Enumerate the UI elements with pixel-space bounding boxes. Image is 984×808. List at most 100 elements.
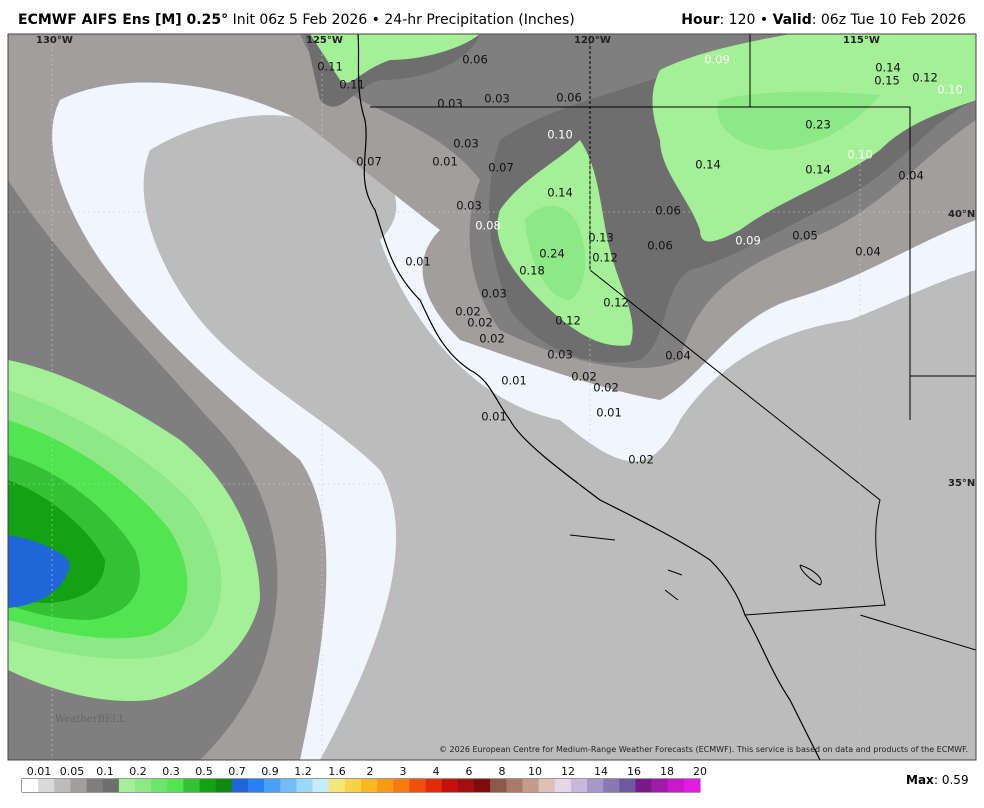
colorbar-label: 0.01 — [27, 765, 52, 778]
precip-label: 0.03 — [481, 287, 507, 301]
coastline — [357, 34, 821, 760]
colorbar-cell — [538, 779, 556, 792]
precip-label: 0.01 — [432, 155, 458, 169]
colorbar-label: 8 — [499, 765, 506, 778]
precip-label: 0.10 — [847, 148, 873, 162]
state-borders — [370, 34, 976, 651]
precip-label: 0.14 — [695, 158, 721, 172]
colorbar-label: 12 — [561, 765, 575, 778]
hour: : 120 • — [719, 12, 769, 28]
precip-label: 0.02 — [593, 381, 619, 395]
logo: WeatherBELL — [55, 714, 126, 725]
precip-label: 0.04 — [855, 245, 881, 259]
precip-label: 0.12 — [912, 71, 938, 85]
colorbar-cell — [296, 779, 313, 792]
colorbar-label: 10 — [528, 765, 542, 778]
header: ECMWF AIFS Ens [M] 0.25° Init 06z 5 Feb … — [0, 0, 984, 34]
precip-label: 0.02 — [467, 316, 493, 330]
precip-label: 0.03 — [547, 348, 573, 362]
copyright: © 2026 European Centre for Medium-Range … — [439, 745, 968, 754]
colorbar-cell — [215, 779, 233, 792]
colorbar-cell — [344, 779, 362, 792]
colorbar-cell — [38, 779, 55, 792]
colorbar-label: 18 — [660, 765, 674, 778]
precip-label: 0.07 — [488, 161, 514, 175]
precip-label: 0.02 — [571, 370, 597, 384]
precip-label: 0.04 — [898, 169, 924, 183]
colorbar-cell — [167, 779, 184, 792]
precip-label: 0.09 — [735, 234, 761, 248]
precip-label: 0.14 — [875, 61, 901, 75]
colorbar-cell — [506, 779, 523, 792]
map-layers — [8, 34, 976, 760]
colorbar-label: 0.7 — [228, 765, 246, 778]
colorbar-cell — [248, 779, 265, 792]
shade-001 — [8, 34, 976, 760]
colorbar-label: 1.6 — [328, 765, 346, 778]
description: Init 06z 5 Feb 2026 • 24-hr Precipitatio… — [232, 12, 575, 28]
colorbar-cell — [619, 779, 636, 792]
precip-label: 0.01 — [481, 410, 507, 424]
graticule-label: 115°W — [843, 35, 880, 46]
precip-label: 0.12 — [603, 296, 629, 310]
colorbar-label: 3 — [400, 765, 407, 778]
max-label: Max — [906, 773, 934, 787]
graticule-label: 40°N — [948, 209, 975, 220]
valid: : 06z Tue 10 Feb 2026 — [811, 12, 966, 28]
precip-label: 0.13 — [588, 231, 614, 245]
shade-blue — [8, 535, 70, 608]
colorbar-label: 0.2 — [129, 765, 147, 778]
colorbar-cell — [264, 779, 281, 792]
max-value: : 0.59 — [934, 773, 969, 787]
colorbar-cell — [651, 779, 669, 792]
colorbar-label: 1.2 — [294, 765, 312, 778]
colorbar-cell — [635, 779, 652, 792]
colorbar-cell — [118, 779, 136, 792]
precip-label: 0.03 — [484, 92, 510, 106]
colorbar-label: 4 — [433, 765, 440, 778]
colorbar-cell — [587, 779, 604, 792]
graticule-label: 35°N — [948, 478, 975, 489]
colorbar-label: 0.3 — [162, 765, 180, 778]
colorbar-cell — [280, 779, 297, 792]
colorbar-cell — [603, 779, 620, 792]
colorbar-cell — [377, 779, 394, 792]
graticule-label: 120°W — [574, 35, 611, 46]
colorbar-cell — [86, 779, 104, 792]
precip-label: 0.02 — [455, 305, 481, 319]
colorbar-label: 0.5 — [195, 765, 213, 778]
precip-label: 0.01 — [405, 255, 431, 269]
colorbar-cell — [457, 779, 475, 792]
colorbar-label: 16 — [627, 765, 641, 778]
colorbar-cell — [425, 779, 443, 792]
colorbar-cell — [554, 779, 572, 792]
graticule-label: 125°W — [306, 35, 343, 46]
precip-label: 0.03 — [437, 97, 463, 111]
colorbar-cell — [70, 779, 87, 792]
precip-label: 0.11 — [339, 78, 365, 92]
precip-label: 0.02 — [628, 453, 654, 467]
colorbar-cell — [151, 779, 168, 792]
precip-label: 0.08 — [475, 219, 501, 233]
colorbar-cell — [522, 779, 539, 792]
precip-label: 0.06 — [556, 91, 582, 105]
valid-label: Valid — [772, 12, 812, 28]
map-frame — [7, 33, 977, 761]
precip-label: 0.01 — [501, 374, 527, 388]
colorbar-cell — [135, 779, 152, 792]
colorbar-cell — [22, 779, 39, 792]
colorbar-cell — [409, 779, 426, 792]
hour-label: Hour — [681, 12, 720, 28]
precip-label: 0.24 — [539, 247, 565, 261]
colorbar-cell — [199, 779, 217, 792]
precip-label: 0.09 — [704, 53, 730, 67]
colorbar-label: 0.1 — [96, 765, 114, 778]
colorbar-cell — [441, 779, 459, 792]
islands — [569, 534, 822, 601]
precip-label: 0.05 — [792, 229, 818, 243]
graticule-label: 130°W — [36, 35, 73, 46]
precip-label: 0.06 — [647, 239, 673, 253]
colorbar-cell — [490, 779, 507, 792]
colorbar-cell — [54, 779, 71, 792]
colorbar-cell — [328, 779, 346, 792]
